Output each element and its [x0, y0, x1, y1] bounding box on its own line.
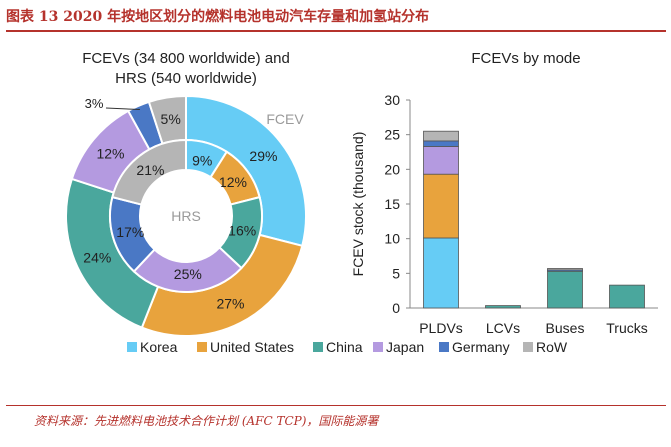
bar-segment-trucks-china: [609, 284, 645, 309]
donut-label: 12%: [96, 146, 124, 162]
donut-label: 9%: [192, 152, 212, 168]
legend-swatch-row: [523, 342, 533, 352]
donut-label: 16%: [228, 222, 256, 238]
y-tick-label: 30: [384, 92, 400, 108]
y-tick-label: 0: [392, 300, 400, 316]
legend-label: Korea: [140, 339, 178, 355]
legend-swatch-germany: [439, 342, 449, 352]
bar-segment-buses-row: [547, 268, 583, 271]
donut-label: 24%: [83, 250, 111, 266]
bar-segment-pldvs-germany: [423, 140, 459, 147]
x-tick-label: Trucks: [606, 320, 647, 336]
donut-label: 29%: [249, 148, 277, 164]
y-tick-label: 5: [392, 265, 400, 281]
y-tick-label: 15: [384, 196, 400, 212]
x-tick-label: PLDVs: [419, 320, 463, 336]
title-rule: [6, 30, 666, 32]
legend-swatch-korea: [127, 342, 137, 352]
donut-title-line: FCEVs (34 800 worldwide) and: [82, 50, 290, 67]
bar-segment-pldvs-united-states: [423, 173, 459, 239]
legend-label: China: [326, 339, 363, 355]
donut-label: 5%: [161, 111, 181, 127]
bar-segment-lcvs-china: [485, 305, 521, 309]
x-tick-label: Buses: [546, 320, 585, 336]
legend-swatch-united-states: [197, 342, 207, 352]
donut-label: 21%: [136, 162, 164, 178]
donut-label: 25%: [174, 266, 202, 282]
bar-segment-buses-china: [547, 270, 583, 309]
y-tick-label: 25: [384, 127, 400, 143]
source-note: 资料来源：先进燃料电池技术合作计划 (AFC TCP)，国际能源署: [34, 414, 379, 428]
donut-label: 12%: [219, 174, 247, 190]
legend-label: Japan: [386, 339, 424, 355]
source-rule: [6, 405, 666, 406]
donut-center-label: HRS: [171, 208, 201, 224]
donut-label: 27%: [216, 295, 244, 311]
legend-label: RoW: [536, 339, 568, 355]
legend-label: Germany: [452, 339, 510, 355]
y-axis-label: FCEV stock (thousand): [350, 132, 366, 277]
donut-hole: [140, 170, 232, 262]
figure-title: 图表 13 2020 年按地区划分的燃料电池电动汽车存量和加氢站分布: [6, 9, 430, 25]
donut-label: 17%: [116, 224, 144, 240]
donut-label: 3%: [85, 96, 104, 111]
bar-segment-pldvs-row: [423, 130, 459, 142]
bar-chart-title: FCEVs by mode: [471, 50, 580, 67]
y-tick-label: 20: [384, 161, 400, 177]
donut-outer-ring-label: FCEV: [266, 111, 304, 127]
bar-segment-pldvs-korea: [423, 237, 459, 309]
germany-leader-line: [105, 107, 140, 111]
x-tick-label: LCVs: [486, 320, 520, 336]
donut-title-line: HRS (540 worldwide): [115, 70, 257, 87]
bar-segment-pldvs-japan: [423, 146, 459, 175]
y-tick-label: 10: [384, 231, 400, 247]
legend-swatch-china: [313, 342, 323, 352]
legend-swatch-japan: [373, 342, 383, 352]
legend-label: United States: [210, 339, 294, 355]
